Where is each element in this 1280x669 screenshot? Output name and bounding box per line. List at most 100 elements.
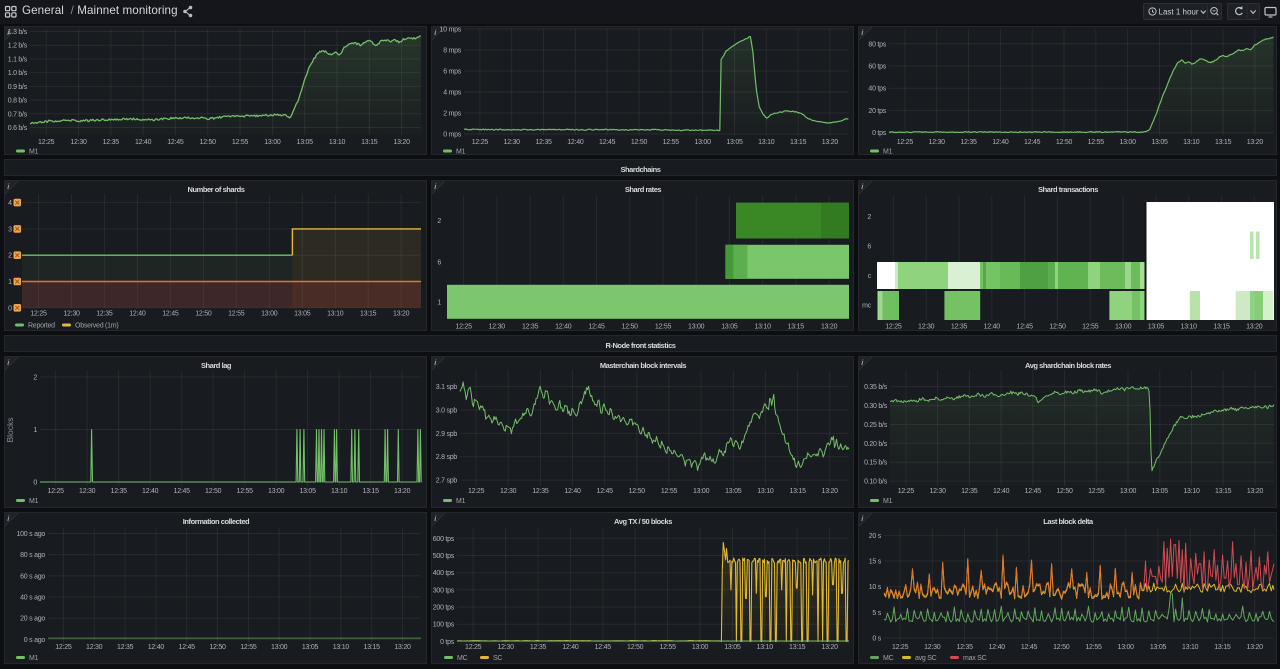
- svg-text:13:00: 13:00: [694, 139, 711, 146]
- svg-text:1.3 b/s: 1.3 b/s: [8, 29, 28, 36]
- svg-text:12:50: 12:50: [1056, 139, 1073, 146]
- svg-text:12:45: 12:45: [1024, 139, 1041, 146]
- svg-text:12:55: 12:55: [240, 644, 257, 651]
- svg-text:12:45: 12:45: [588, 324, 605, 331]
- svg-text:13:05: 13:05: [294, 311, 311, 318]
- svg-text:12:30: 12:30: [489, 324, 506, 331]
- svg-text:13:20: 13:20: [394, 488, 411, 495]
- svg-text:avg SC: avg SC: [915, 655, 937, 662]
- svg-text:12:30: 12:30: [929, 488, 946, 495]
- svg-text:12:25: 12:25: [892, 644, 909, 651]
- svg-text:13:05: 13:05: [721, 324, 738, 331]
- svg-text:0.9 b/s: 0.9 b/s: [8, 84, 28, 91]
- svg-text:13:05: 13:05: [725, 488, 742, 495]
- svg-text:13:00: 13:00: [1118, 644, 1135, 651]
- svg-text:12:45: 12:45: [597, 488, 614, 495]
- svg-text:0.10 b/s: 0.10 b/s: [864, 479, 888, 486]
- svg-text:40 tps: 40 tps: [868, 86, 886, 93]
- svg-text:mc: mc: [862, 303, 872, 310]
- svg-text:13:20: 13:20: [1247, 644, 1264, 651]
- svg-text:M1: M1: [456, 498, 466, 505]
- svg-text:12:30: 12:30: [929, 139, 946, 146]
- svg-text:M1: M1: [29, 498, 39, 505]
- svg-text:20 s ago: 20 s ago: [20, 616, 45, 623]
- svg-text:0 s ago: 0 s ago: [24, 637, 46, 644]
- svg-text:12:50: 12:50: [209, 644, 226, 651]
- svg-text:12:25: 12:25: [468, 488, 485, 495]
- svg-text:13:10: 13:10: [1181, 324, 1198, 331]
- svg-text:12:40: 12:40: [567, 139, 584, 146]
- svg-text:12:35: 12:35: [535, 139, 552, 146]
- svg-text:13:15: 13:15: [1215, 488, 1232, 495]
- svg-text:13:10: 13:10: [1182, 644, 1199, 651]
- svg-text:12:25: 12:25: [48, 488, 65, 495]
- svg-text:12:45: 12:45: [167, 139, 184, 146]
- svg-text:13:15: 13:15: [790, 139, 807, 146]
- svg-text:2.8 spb: 2.8 spb: [436, 454, 458, 461]
- svg-text:Shard transactions: Shard transactions: [1038, 185, 1098, 194]
- svg-text:12:40: 12:40: [555, 324, 572, 331]
- svg-text:2.9 spb: 2.9 spb: [436, 431, 458, 438]
- svg-text:13:00: 13:00: [693, 488, 710, 495]
- svg-text:12:50: 12:50: [631, 139, 648, 146]
- svg-text:13:15: 13:15: [361, 139, 378, 146]
- svg-text:0.35 b/s: 0.35 b/s: [864, 384, 888, 391]
- svg-text:12:55: 12:55: [661, 488, 678, 495]
- svg-text:12:55: 12:55: [659, 644, 676, 651]
- svg-text:100 s ago: 100 s ago: [17, 531, 46, 538]
- svg-text:3: 3: [8, 226, 12, 233]
- svg-text:12:45: 12:45: [599, 139, 616, 146]
- svg-text:300 tps: 300 tps: [433, 587, 455, 594]
- svg-text:12:55: 12:55: [232, 139, 249, 146]
- svg-text:12:25: 12:25: [898, 488, 915, 495]
- svg-text:0: 0: [8, 305, 12, 312]
- svg-text:SC: SC: [493, 655, 502, 662]
- svg-text:3.0 spb: 3.0 spb: [436, 408, 458, 415]
- svg-text:12:50: 12:50: [627, 644, 644, 651]
- svg-text:12:45: 12:45: [1025, 488, 1042, 495]
- svg-text:12:45: 12:45: [174, 488, 191, 495]
- svg-text:12:30: 12:30: [924, 644, 941, 651]
- svg-text:15 s: 15 s: [869, 559, 882, 566]
- svg-text:12:40: 12:40: [148, 644, 165, 651]
- svg-text:13:20: 13:20: [393, 311, 410, 318]
- svg-text:13:15: 13:15: [362, 488, 379, 495]
- svg-text:13:20: 13:20: [394, 644, 411, 651]
- svg-text:12:35: 12:35: [532, 488, 549, 495]
- svg-text:12:25: 12:25: [55, 644, 72, 651]
- svg-text:13:05: 13:05: [299, 488, 316, 495]
- svg-text:12:35: 12:35: [951, 324, 968, 331]
- svg-text:2.7 spb: 2.7 spb: [436, 478, 458, 485]
- svg-text:1: 1: [33, 427, 37, 434]
- svg-text:i: i: [7, 358, 10, 367]
- svg-text:13:10: 13:10: [757, 644, 774, 651]
- svg-text:40 s ago: 40 s ago: [20, 595, 45, 602]
- svg-text:12:55: 12:55: [1085, 644, 1102, 651]
- svg-text:12:30: 12:30: [70, 139, 87, 146]
- svg-text:0.8 b/s: 0.8 b/s: [8, 98, 28, 105]
- svg-text:12:55: 12:55: [655, 324, 672, 331]
- svg-text:13:10: 13:10: [1183, 139, 1200, 146]
- svg-text:Last block delta: Last block delta: [1043, 517, 1094, 526]
- svg-text:6 mps: 6 mps: [443, 69, 462, 76]
- svg-text:2: 2: [8, 253, 12, 260]
- svg-text:13:05: 13:05: [1152, 488, 1169, 495]
- svg-text:12:40: 12:40: [993, 488, 1010, 495]
- svg-text:13:10: 13:10: [754, 324, 771, 331]
- svg-text:12:55: 12:55: [1088, 139, 1105, 146]
- svg-text:200 tps: 200 tps: [433, 605, 455, 612]
- svg-text:13:20: 13:20: [821, 324, 838, 331]
- svg-text:12:50: 12:50: [1053, 644, 1070, 651]
- svg-text:13:20: 13:20: [1247, 139, 1264, 146]
- svg-text:12:55: 12:55: [1088, 488, 1105, 495]
- svg-text:8 mps: 8 mps: [443, 48, 462, 55]
- svg-text:i: i: [434, 28, 437, 37]
- svg-text:12:40: 12:40: [984, 324, 1001, 331]
- svg-text:12:55: 12:55: [663, 139, 680, 146]
- svg-text:i: i: [434, 514, 437, 523]
- svg-text:12:25: 12:25: [465, 644, 482, 651]
- svg-text:12:35: 12:35: [530, 644, 547, 651]
- svg-text:12:40: 12:40: [142, 488, 159, 495]
- svg-text:12:25: 12:25: [472, 139, 489, 146]
- svg-text:13:00: 13:00: [1119, 139, 1136, 146]
